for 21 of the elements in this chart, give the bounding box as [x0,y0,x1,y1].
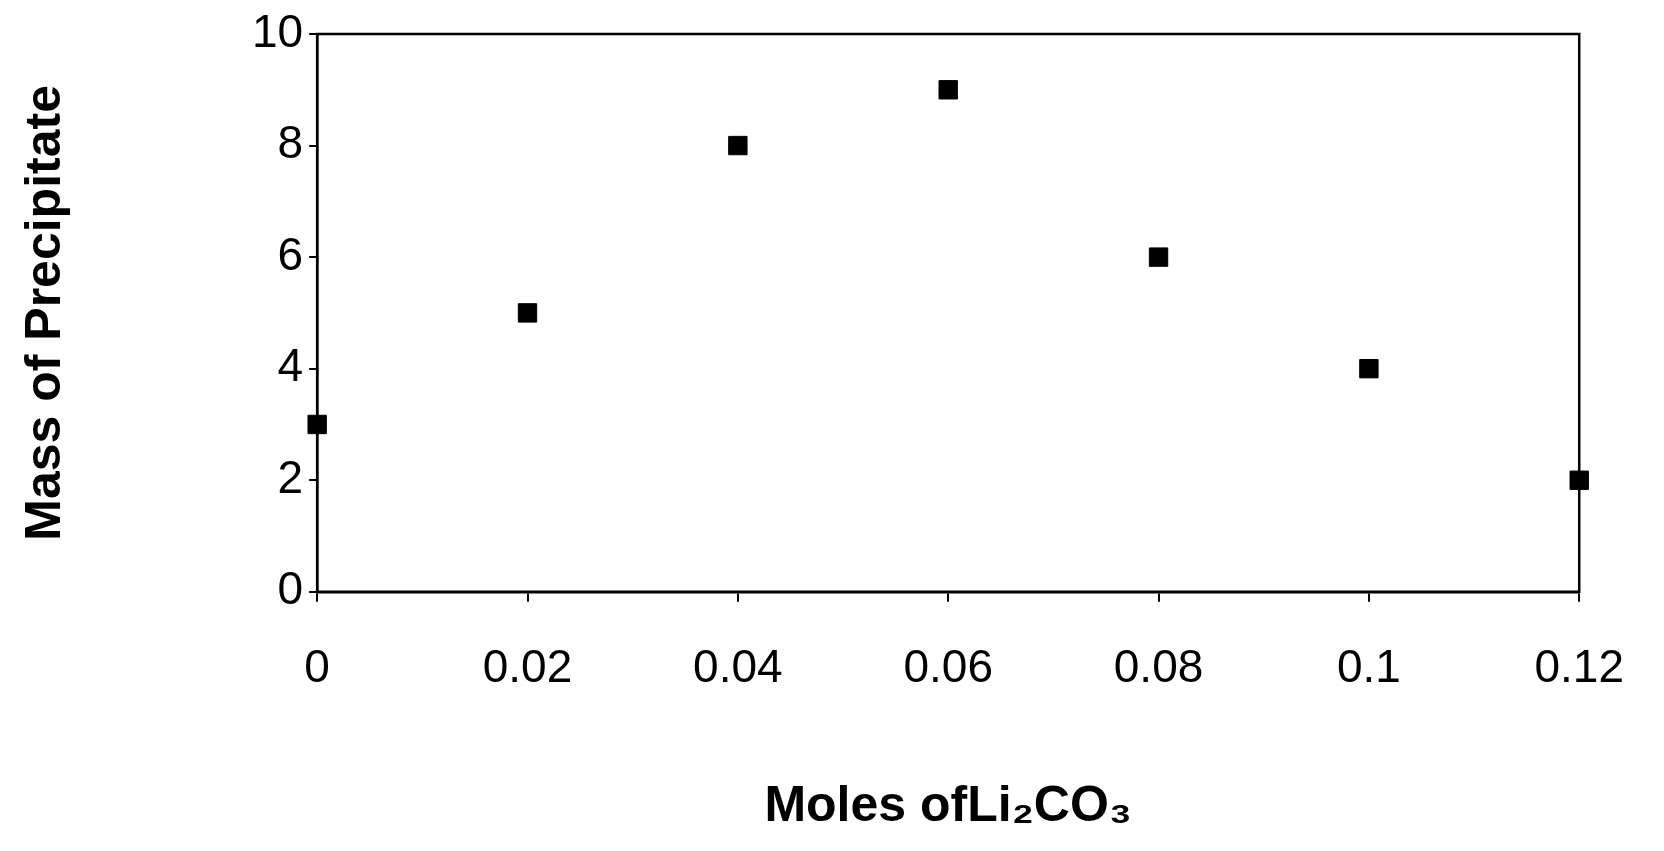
y-tick-label: 10 [251,4,304,57]
y-tick-label: 2 [277,450,304,503]
x-tick-label: 0.08 [1113,640,1204,693]
x-tick-label: 0.06 [903,640,993,693]
y-tick-label: 8 [277,116,304,169]
y-tick-label: 4 [277,339,304,392]
x-tick-label: 0.1 [1336,640,1401,693]
point [1148,247,1169,267]
x-axis-title: Moles ofLi₂CO₃ [764,775,1132,832]
x-tick-label: 0.04 [693,640,783,693]
point [517,303,538,323]
y-axis-title: Mass of Precipitate [14,85,71,541]
point [1569,470,1589,490]
x-tick-label: 0.12 [1534,640,1624,693]
y-tick-label: 6 [277,227,304,280]
y-tick-label: 0 [277,562,304,615]
point [1359,358,1379,379]
x-tick-label: 0.02 [482,640,573,693]
point [938,80,958,100]
point [728,135,748,156]
point [307,414,327,435]
